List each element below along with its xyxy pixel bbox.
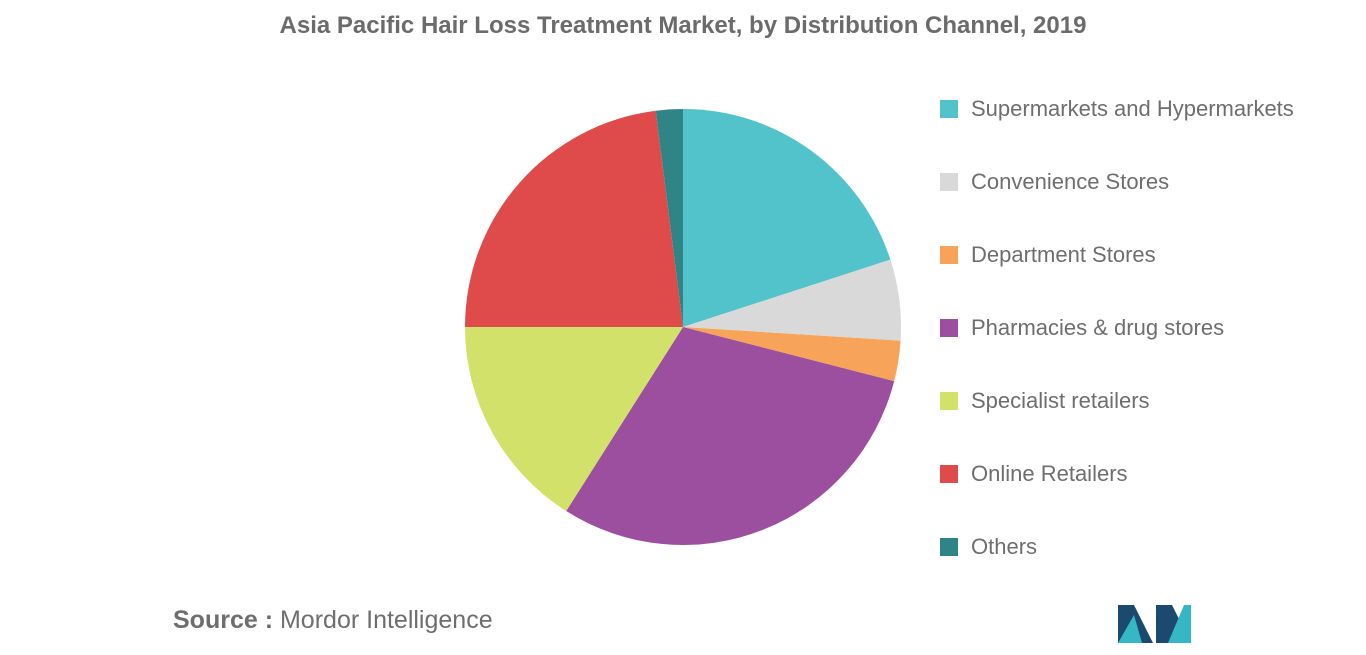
legend-item: Department Stores: [940, 240, 1294, 313]
legend-label: Convenience Stores: [971, 169, 1170, 194]
pie-slice-supermarkets-and-hypermarkets: [683, 109, 891, 327]
legend-item: Others: [940, 532, 1294, 605]
legend-item: Specialist retailers: [940, 386, 1294, 459]
chart-title: Asia Pacific Hair Loss Treatment Market,…: [279, 12, 1087, 39]
legend-swatch: [940, 319, 958, 337]
mordor-intelligence-logo-icon: [1118, 605, 1191, 643]
legend-label: Department Stores: [971, 242, 1156, 267]
pie-slice-specialist-retailers: [465, 327, 683, 512]
pie-slice-convenience-stores: [683, 259, 902, 341]
legend-item: Online Retailers: [940, 459, 1294, 532]
legend-swatch: [940, 538, 958, 556]
legend-label: Others: [971, 534, 1038, 559]
chart-legend: Supermarkets and Hypermarkets Convenience…: [940, 94, 1294, 605]
legend-item: Supermarkets and Hypermarkets: [940, 94, 1294, 167]
legend-label: Pharmacies & drug stores: [971, 315, 1225, 340]
source-note: Source : Mordor Intelligence: [173, 606, 493, 635]
legend-swatch: [940, 392, 958, 410]
pie-slice-department-stores: [683, 327, 901, 382]
legend-item: Pharmacies & drug stores: [940, 313, 1294, 386]
pie-slice-pharmacies-drug-stores: [566, 327, 895, 545]
source-label: Source :: [173, 606, 274, 634]
legend-item: Convenience Stores: [940, 167, 1294, 240]
legend-swatch: [940, 173, 958, 191]
legend-label: Specialist retailers: [971, 388, 1150, 413]
legend-swatch: [940, 246, 958, 264]
pie-slice-others: [655, 109, 683, 327]
pie-slice-online-retailers: [465, 110, 683, 327]
legend-swatch: [940, 100, 958, 118]
source-text: Mordor Intelligence: [279, 606, 493, 634]
legend-swatch: [940, 465, 958, 483]
legend-label: Supermarkets and Hypermarkets: [971, 96, 1294, 121]
legend-label: Online Retailers: [971, 461, 1128, 486]
